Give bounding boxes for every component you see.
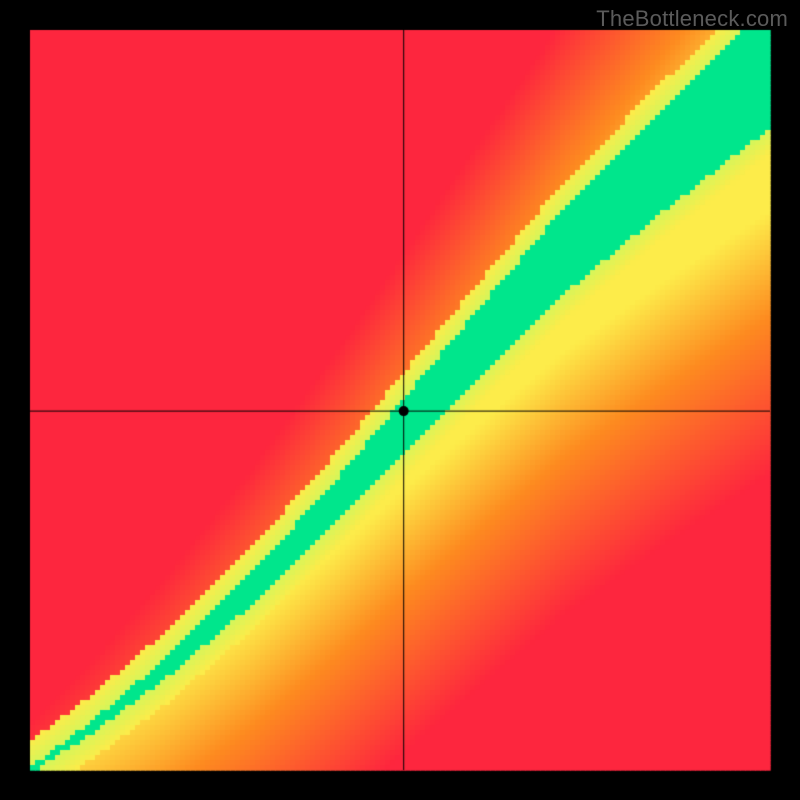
chart-container: TheBottleneck.com [0, 0, 800, 800]
watermark-text: TheBottleneck.com [596, 6, 788, 32]
heatmap-canvas [0, 0, 800, 800]
